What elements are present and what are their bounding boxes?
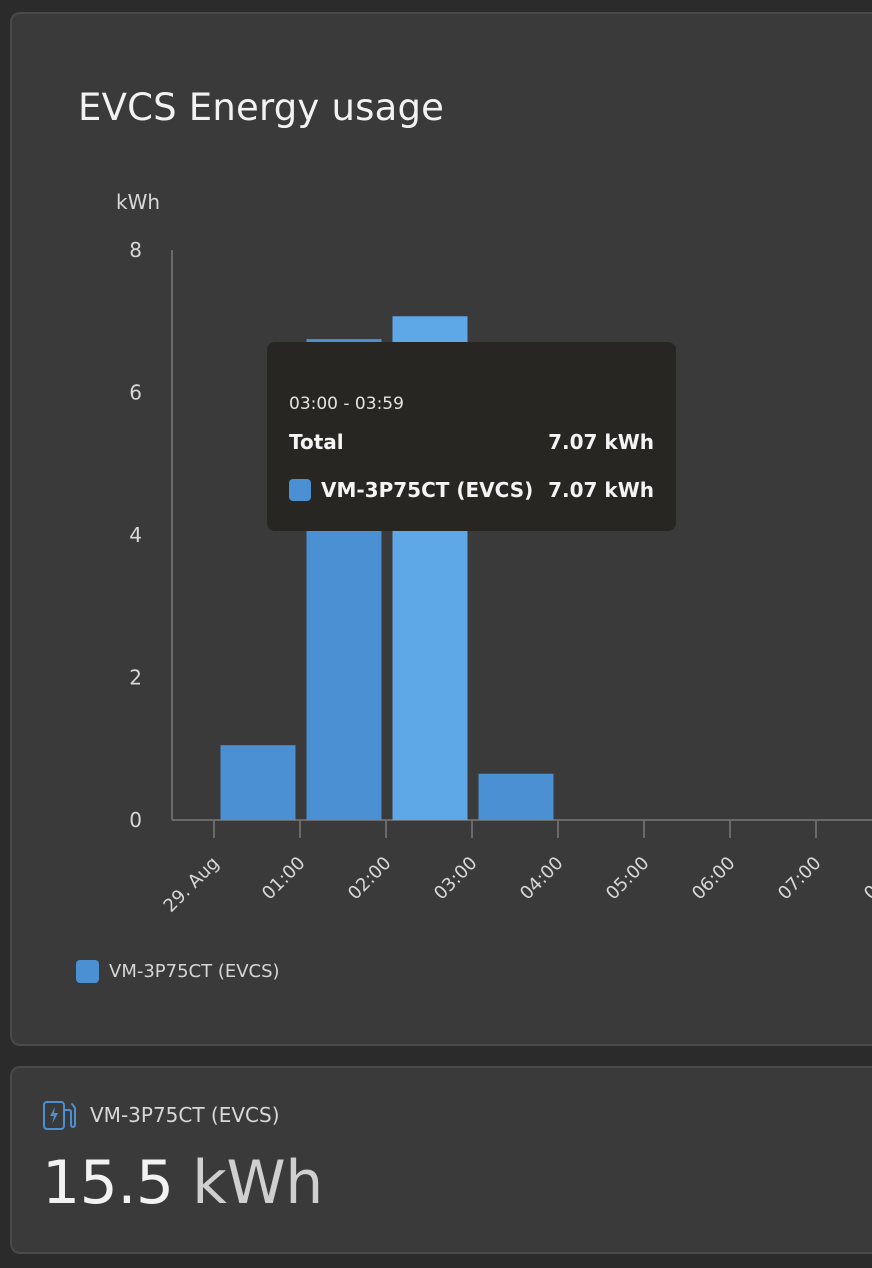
y-tick-label: 4 [129, 523, 142, 547]
tooltip-series-value: 7.07 kWh [548, 478, 654, 502]
y-tick-label: 8 [129, 238, 142, 262]
x-tick-label: 03:00 [430, 853, 482, 905]
x-tick-label: 04:00 [516, 853, 568, 905]
tooltip-series-row: VM-3P75CT (EVCS) 7.07 kWh [289, 478, 654, 502]
summary-label: VM-3P75CT (EVCS) [90, 1103, 280, 1127]
tooltip-total-label: Total [289, 430, 344, 454]
chart-bar [220, 745, 296, 820]
summary-unit: kWh [192, 1148, 323, 1218]
x-tick-label: 05:00 [602, 853, 654, 905]
y-tick-label: 2 [129, 666, 142, 690]
chart-title: EVCS Energy usage [78, 86, 445, 129]
x-tick-label: 01:00 [258, 853, 310, 905]
chart-bar [478, 773, 554, 820]
bar-chart: kWh 0 2 4 6 8 29. Aug 01:00 02:00 03:00 04:00 05:00… [116, 190, 872, 917]
x-tick-label: 06:00 [688, 853, 740, 905]
summary-header: VM-3P75CT (EVCS) [42, 1098, 280, 1132]
legend-swatch [76, 960, 99, 983]
x-tick-label: 07:00 [774, 853, 826, 905]
ev-charger-icon [43, 1101, 76, 1130]
tooltip-series-swatch [289, 479, 311, 501]
y-axis-unit-label: kWh [116, 190, 160, 214]
chart-legend[interactable]: VM-3P75CT (EVCS) [76, 960, 280, 983]
tooltip-total-row: Total 7.07 kWh [289, 430, 654, 454]
y-tick-label: 6 [129, 381, 142, 405]
summary-card[interactable]: VM-3P75CT (EVCS) 15.5 kWh [10, 1066, 872, 1254]
summary-value: 15.5 kWh [42, 1148, 323, 1218]
y-tick-label: 0 [129, 808, 142, 832]
x-tick-label: 29. Aug [160, 853, 224, 917]
chart-tooltip: 03:00 - 03:59 Total 7.07 kWh VM-3P75CT (… [267, 342, 676, 531]
legend-label: VM-3P75CT (EVCS) [109, 961, 280, 982]
tooltip-series-label: VM-3P75CT (EVCS) [321, 478, 534, 502]
x-tick-label: 02:00 [344, 853, 396, 905]
tooltip-range: 03:00 - 03:59 [289, 394, 404, 414]
summary-number: 15.5 [42, 1148, 174, 1218]
tooltip-total-value: 7.07 kWh [548, 430, 654, 454]
x-tick-label: 08:00 [860, 853, 872, 905]
